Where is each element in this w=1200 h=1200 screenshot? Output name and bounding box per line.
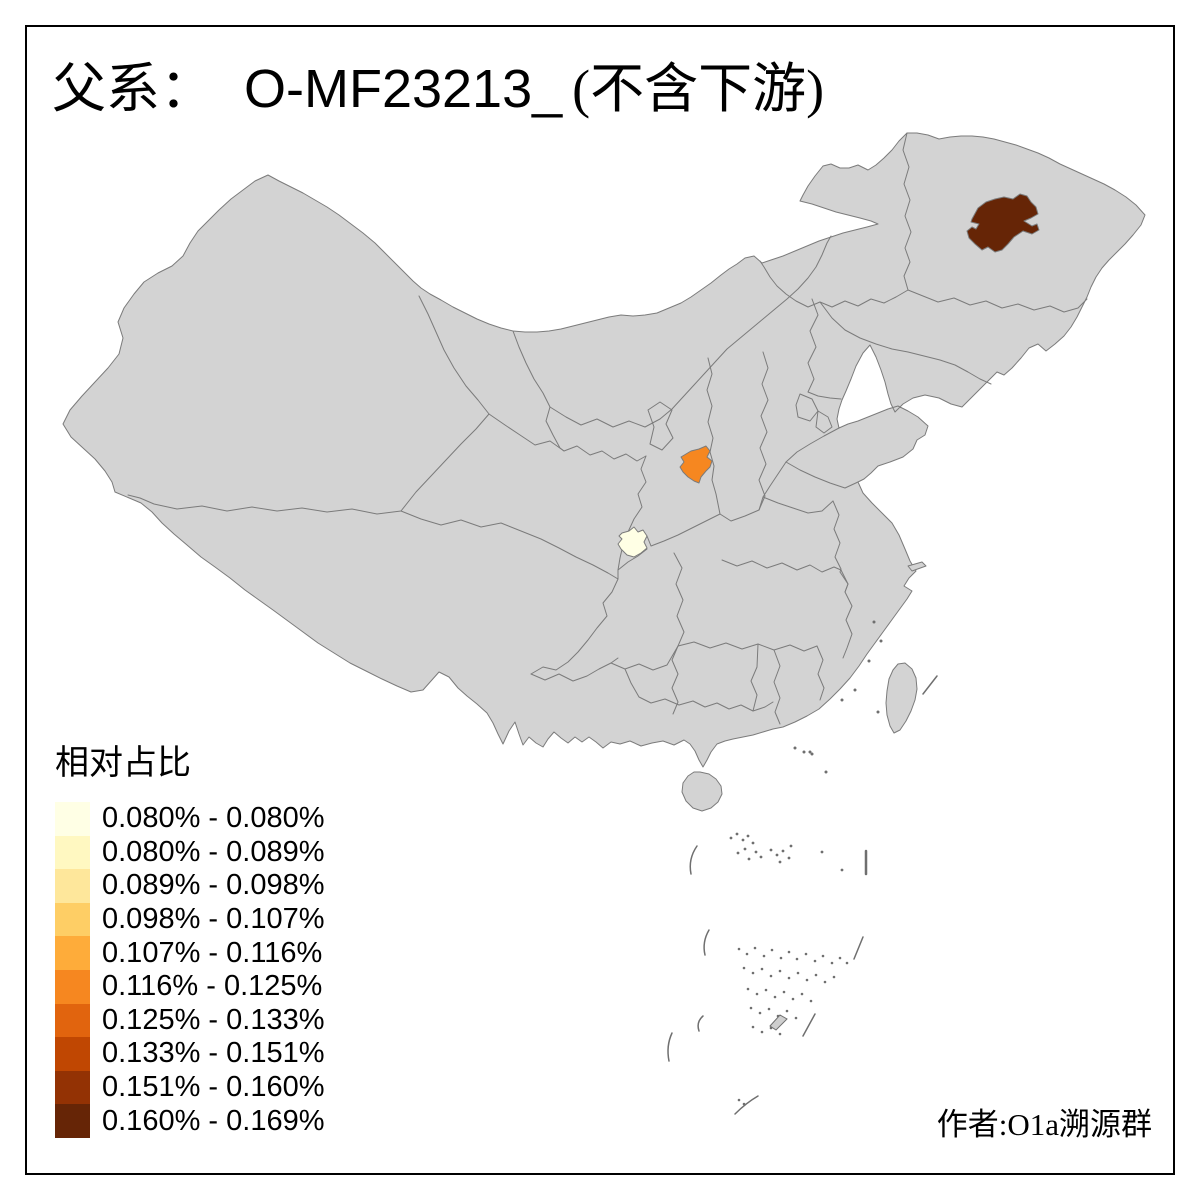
- taiwan-island: [885, 662, 918, 734]
- hainan-island: [681, 771, 723, 812]
- legend-item: 0.107% - 0.116%: [55, 936, 324, 970]
- china-mainland: [62, 132, 1146, 768]
- legend-color-swatch: [55, 1070, 90, 1105]
- legend-item-label: 0.125% - 0.133%: [102, 1003, 325, 1036]
- sea-islands-and-marks: [729, 620, 883, 1106]
- legend-color-swatch: [55, 869, 90, 903]
- title-prefix: 父系：: [52, 59, 214, 119]
- title-haplogroup: O-MF23213_: [244, 59, 563, 119]
- legend-item-label: 0.080% - 0.089%: [102, 835, 325, 868]
- legend-item-label: 0.133% - 0.151%: [102, 1037, 325, 1070]
- legend-color-swatch: [55, 969, 90, 1004]
- legend-color-swatch: [55, 835, 90, 870]
- legend-color-swatch: [55, 1003, 90, 1038]
- page-title: 父系： O-MF23213_ (不含下游): [52, 60, 824, 118]
- legend-color-swatch: [55, 802, 90, 836]
- province-borders: [127, 132, 1088, 725]
- legend-item-label: 0.080% - 0.080%: [102, 802, 325, 835]
- legend-item-label: 0.089% - 0.098%: [102, 869, 325, 902]
- legend-title: 相对占比: [55, 745, 191, 782]
- legend-item: 0.160% - 0.169%: [55, 1104, 324, 1138]
- sea-dash-lines: [667, 675, 938, 1115]
- highlight-region-shaanxi: [679, 445, 713, 484]
- legend-item-label: 0.116% - 0.125%: [102, 970, 323, 1003]
- legend-color-swatch: [55, 1037, 90, 1071]
- legend: 相对占比 0.080% - 0.080% 0.080% - 0.089% 0.0…: [55, 744, 324, 1138]
- legend-item: 0.133% - 0.151%: [55, 1037, 324, 1071]
- legend-item-label: 0.098% - 0.107%: [102, 903, 325, 936]
- legend-item: 0.089% - 0.098%: [55, 869, 324, 903]
- legend-item: 0.116% - 0.125%: [55, 969, 324, 1004]
- author-attribution: 作者:O1a溯源群: [936, 1107, 1152, 1142]
- legend-item-label: 0.160% - 0.169%: [102, 1104, 325, 1137]
- legend-color-swatch: [55, 1104, 90, 1138]
- legend-item: 0.098% - 0.107%: [55, 902, 325, 937]
- legend-item: 0.080% - 0.089%: [55, 835, 325, 870]
- legend-item-label: 0.107% - 0.116%: [102, 936, 323, 969]
- title-suffix: (不含下游): [572, 59, 825, 119]
- highlight-region-sichuan: [617, 526, 648, 558]
- legend-item: 0.151% - 0.160%: [55, 1070, 325, 1105]
- highlight-region-northeast: [966, 193, 1040, 253]
- legend-color-swatch: [55, 936, 90, 970]
- sea-islet: [769, 1014, 788, 1031]
- legend-item-label: 0.151% - 0.160%: [102, 1071, 325, 1104]
- legend-item: 0.080% - 0.080%: [55, 802, 324, 836]
- chongming-island: [907, 561, 927, 572]
- legend-color-swatch: [55, 902, 90, 937]
- legend-item: 0.125% - 0.133%: [55, 1003, 325, 1038]
